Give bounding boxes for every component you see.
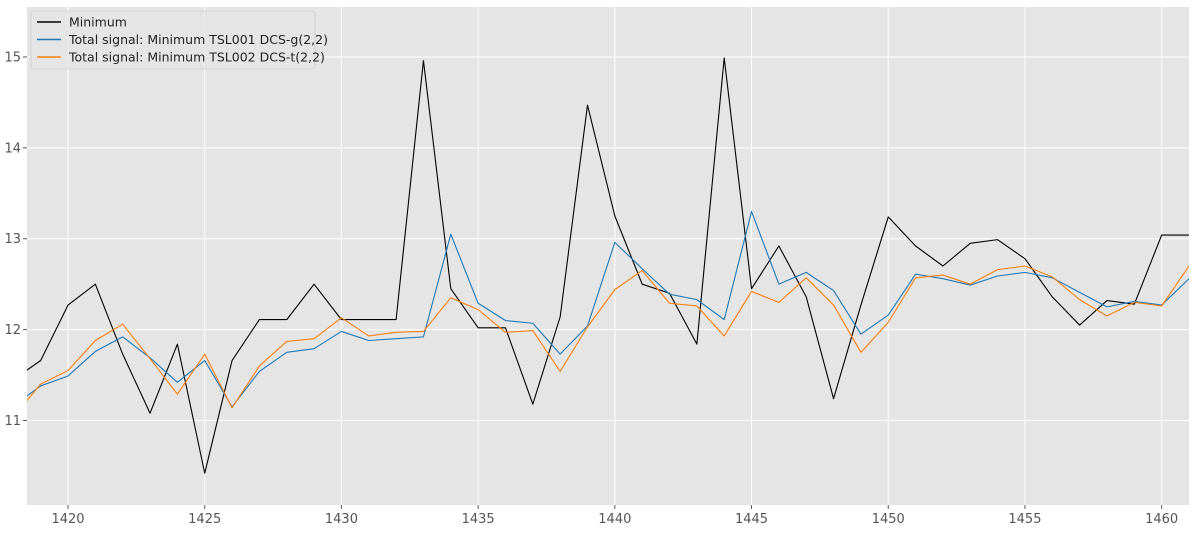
y-tick-label: 15 <box>4 50 21 65</box>
plot-area <box>27 7 1189 505</box>
series-line-2 <box>27 210 1189 408</box>
legend-label: Total signal: Minimum TSL001 DCS-g(2,2) <box>68 32 328 47</box>
x-tick-label: 1455 <box>1008 512 1041 527</box>
x-tick-label: 1435 <box>462 512 495 527</box>
legend: Minimum Total signal: Minimum TSL001 DCS-… <box>30 10 328 70</box>
series-line-1 <box>27 57 1189 474</box>
series-lines <box>27 57 1189 474</box>
y-tick-label: 13 <box>4 232 21 247</box>
series-line-3 <box>27 265 1189 409</box>
y-tick-label: 14 <box>4 141 21 156</box>
legend-label: Total signal: Minimum TSL002 DCS-t(2,2) <box>68 49 325 64</box>
x-tick-label: 1430 <box>325 512 358 527</box>
y-tick-label: 11 <box>4 414 21 429</box>
axis-ticks: 1420 1425 1430 1435 1440 1445 1450 1455 1460 11 12… <box>4 50 1178 527</box>
x-tick-label: 1425 <box>188 512 221 527</box>
x-tick-label: 1460 <box>1145 512 1178 527</box>
legend-label: Minimum <box>69 14 127 29</box>
y-tick-label: 12 <box>4 323 21 338</box>
x-tick-label: 1450 <box>872 512 905 527</box>
x-tick-label: 1445 <box>735 512 768 527</box>
x-tick-label: 1440 <box>598 512 631 527</box>
legend-box <box>30 10 316 70</box>
x-tick-label: 1420 <box>51 512 84 527</box>
